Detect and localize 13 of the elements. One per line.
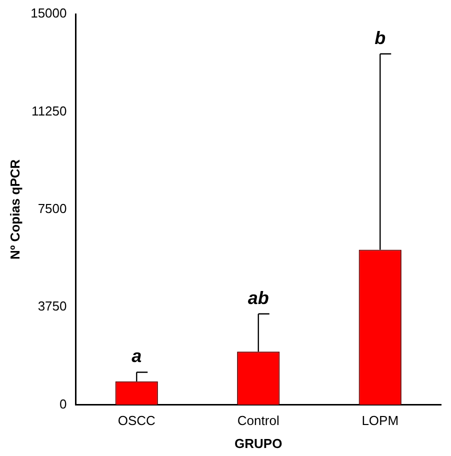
annotation: ab bbox=[248, 288, 269, 308]
x-tick-label: Control bbox=[237, 413, 280, 428]
x-axis-title: GRUPO bbox=[234, 436, 282, 451]
y-axis-title: Nº Copias qPCR bbox=[7, 158, 22, 260]
x-tick-label: LOPM bbox=[362, 413, 399, 428]
y-tick-label: 15000 bbox=[30, 6, 67, 21]
x-tick-label: OSCC bbox=[118, 413, 156, 428]
y-tick-label: 3750 bbox=[38, 298, 67, 314]
y-tick-label: 0 bbox=[60, 396, 67, 412]
y-tick-label: 7500 bbox=[38, 200, 67, 216]
annotation: a bbox=[132, 346, 142, 366]
y-tick-label: 11250 bbox=[32, 103, 67, 118]
annotation: b bbox=[374, 28, 386, 48]
